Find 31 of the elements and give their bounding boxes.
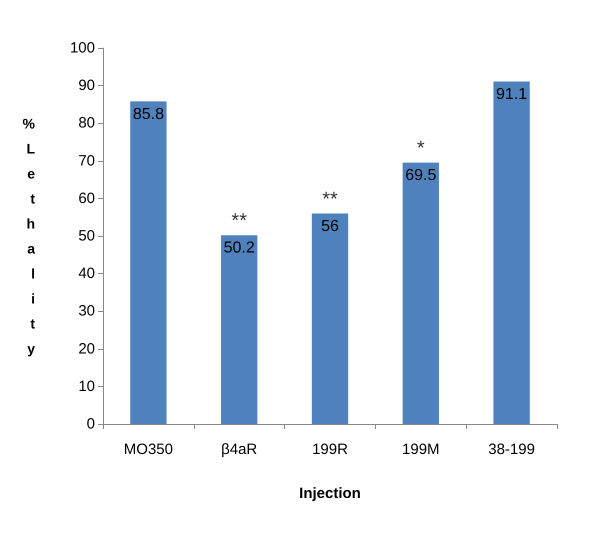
bar — [130, 101, 167, 424]
x-tick-label: 199R — [312, 441, 348, 458]
x-axis-title: Injection — [299, 485, 361, 502]
x-tick-label: MO350 — [124, 441, 173, 458]
bar — [312, 213, 348, 424]
data-label: 85.8 — [132, 106, 164, 123]
text: %Lethality — [22, 116, 35, 356]
y-tick-label: 90 — [78, 77, 95, 94]
annotation: * — [416, 138, 425, 160]
y-tick-label: 10 — [78, 378, 95, 395]
y-tick-label: 0 — [86, 416, 95, 432]
data-label: 56 — [321, 218, 339, 235]
y-tick-label: 80 — [78, 114, 95, 132]
y-tick-label: 20 — [78, 340, 95, 358]
annotation: ** — [231, 210, 248, 232]
data-label: 91.1 — [496, 86, 528, 103]
y-tick-label: 30 — [78, 302, 95, 320]
data-label: 50.2 — [224, 240, 255, 257]
data-label: 69.5 — [405, 167, 436, 184]
y-tick-label: 40 — [78, 265, 95, 282]
y-tick-label: 50 — [78, 228, 95, 244]
x-tick-label: 38-199 — [488, 441, 535, 458]
x-tick-label: β4aR — [221, 441, 258, 458]
x-tick-label: 199M — [402, 441, 440, 458]
y-tick-label: 100 — [70, 40, 95, 56]
y-tick-label: 70 — [78, 152, 95, 170]
bar — [221, 235, 258, 424]
y-tick-label: 60 — [78, 190, 95, 207]
annotation: ** — [322, 188, 338, 210]
bar — [493, 81, 530, 424]
bar — [402, 162, 439, 424]
